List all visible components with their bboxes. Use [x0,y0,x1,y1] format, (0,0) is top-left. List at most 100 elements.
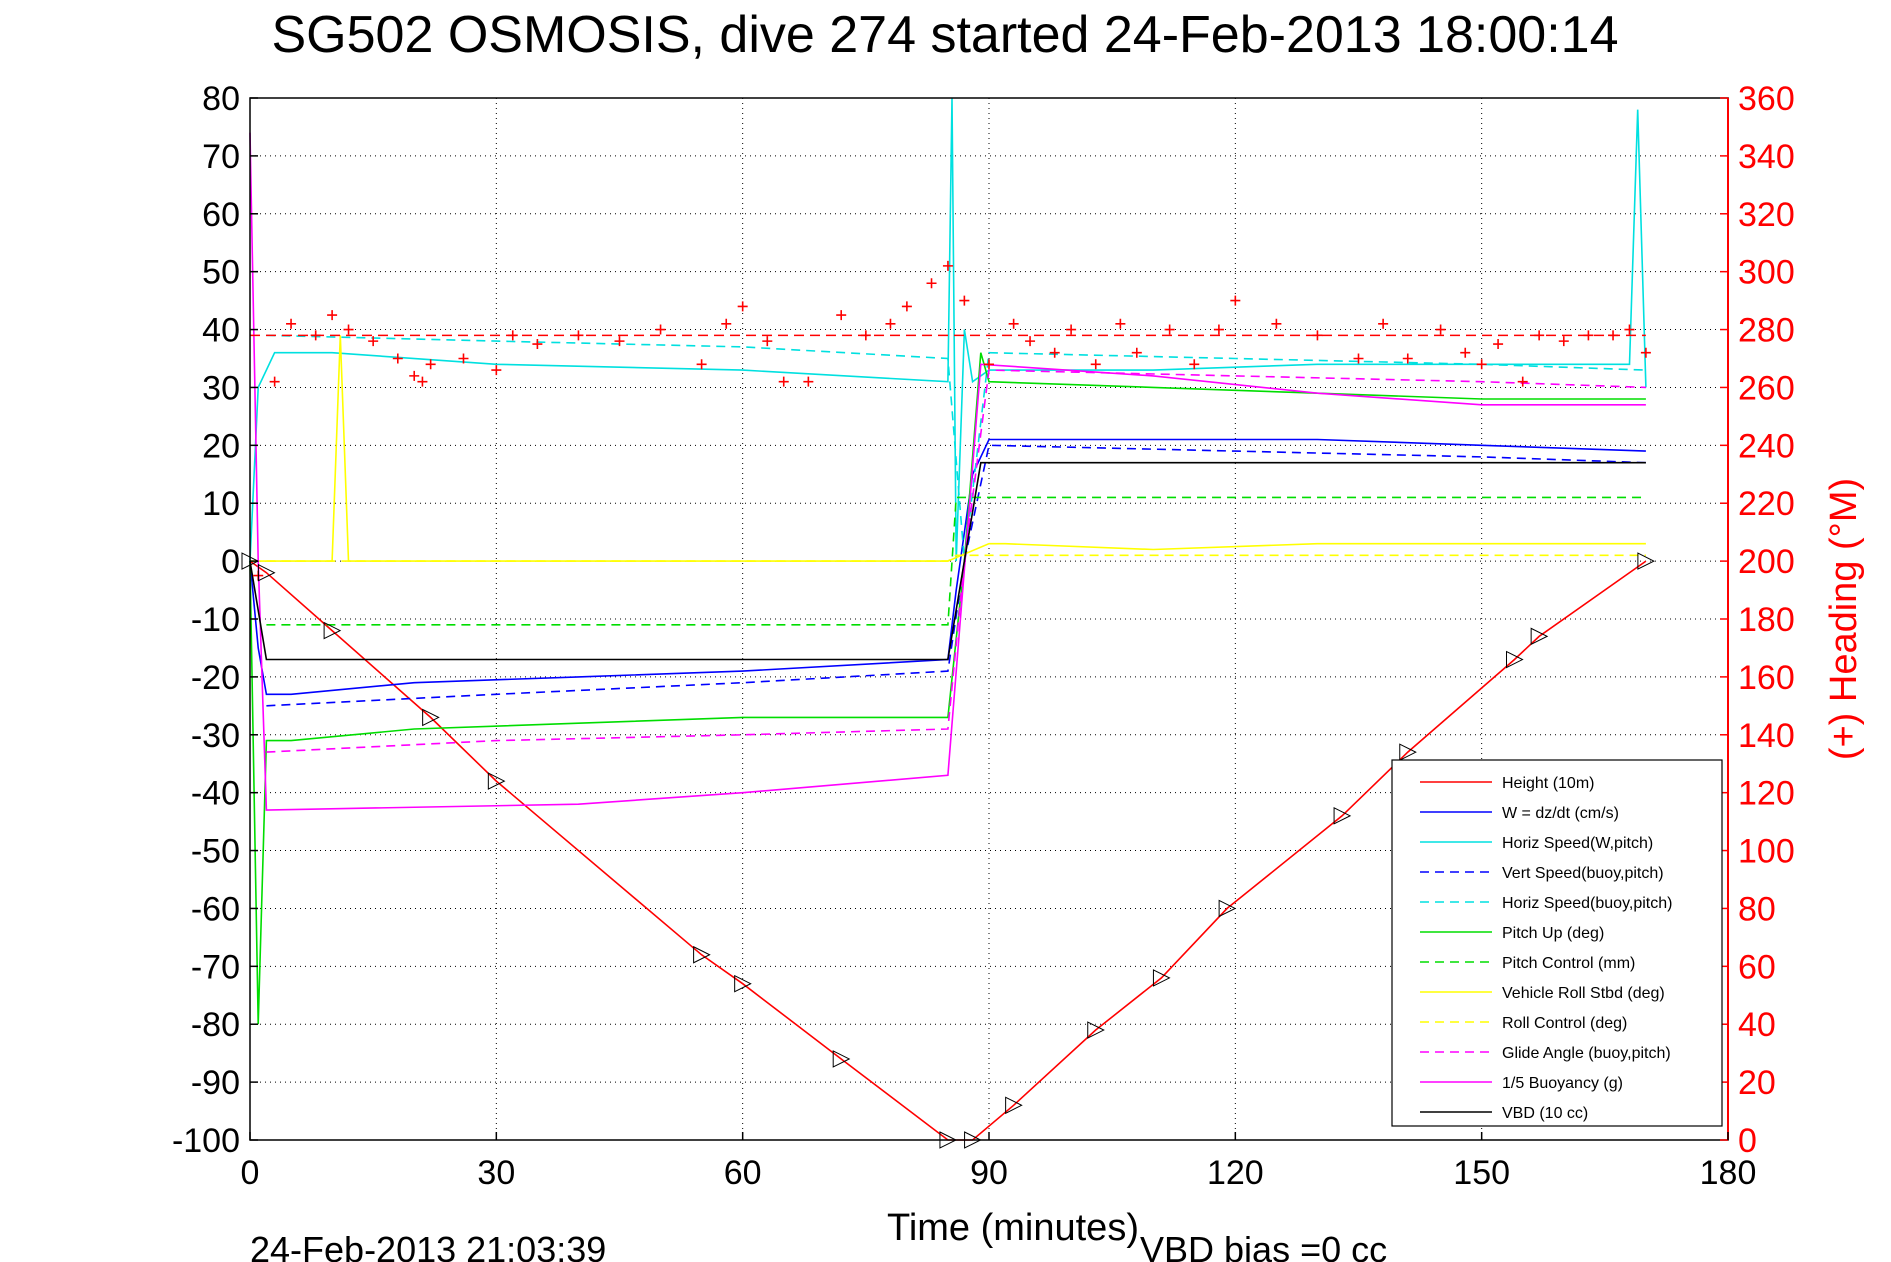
heading-point [327,310,338,321]
tick-label-right: 220 [1738,485,1795,523]
height-marker [1530,627,1549,646]
height-marker [832,1050,851,1068]
heading-point [885,318,896,329]
legend-label: Pitch Up (deg) [1502,925,1604,942]
tick-label-bottom: 30 [477,1154,515,1192]
series-line-11 [249,461,1646,661]
legend-label: 1/5 Buoyancy (g) [1502,1075,1623,1092]
tick-label-bottom: 150 [1453,1154,1510,1192]
series-line-8 [266,554,1646,562]
legend-label: Glide Angle (buoy,pitch) [1502,1045,1671,1062]
legend-label: Vert Speed(buoy,pitch) [1502,865,1664,882]
legend-label: Vehicle Roll Stbd (deg) [1502,985,1665,1002]
height-marker [323,621,342,640]
tick-label-left: -20 [191,659,240,697]
series-line-5 [249,352,1646,1025]
heading-point [959,295,970,306]
heading-point [942,260,953,271]
series-line-3 [266,444,1646,707]
grid-lines [250,98,1728,1140]
tick-label-left: 20 [202,427,240,465]
height-marker [257,563,276,582]
tick-label-right: 0 [1738,1122,1757,1160]
heading-point [491,365,502,376]
heading-layer [250,260,1651,581]
tick-label-left: 30 [202,369,240,407]
heading-point [1460,347,1471,358]
height-marker [487,772,506,790]
tick-label-left: -90 [191,1064,240,1102]
heading-point [614,336,625,347]
tick-label-left: 60 [202,196,240,234]
tick-label-left: -80 [191,1006,240,1044]
tick-label-right: 180 [1738,601,1795,639]
tick-label-right: 260 [1738,369,1795,407]
tick-label-left: 40 [202,312,240,350]
tick-label-left: 80 [202,80,240,118]
tick-label-right: 60 [1738,948,1776,986]
heading-point [1517,376,1528,387]
legend: Height (10m) W = dz/dt (cm/s) Horiz Speed(… [1391,759,1723,1127]
left-axis-ticks: 80 70 60 50 40 30 20 10 0 -10 -20 -30 -40 -50 -60 -70 -8… [172,80,258,1160]
heading-point [1049,347,1060,358]
heading-point [1435,324,1446,335]
tick-label-bottom: 120 [1207,1154,1264,1192]
tick-label-left: 10 [202,485,240,523]
height-marker [734,974,752,993]
tick-label-bottom: 0 [241,1154,260,1192]
height-marker [1218,899,1237,918]
tick-label-right: 20 [1738,1064,1776,1102]
heading-point [310,330,321,341]
legend-label: Horiz Speed(W,pitch) [1502,835,1653,852]
tick-label-left: -60 [191,890,240,928]
tick-label-right: 200 [1738,543,1795,581]
heading-point [1271,318,1282,329]
tick-label-left: -70 [191,948,240,986]
tick-label-left: -100 [172,1122,240,1160]
bottom-axis-ticks: 0 30 60 90 120 150 180 [241,1132,1757,1192]
heading-point [1402,353,1413,364]
heading-point [803,376,814,387]
heading-point [1493,339,1504,350]
heading-point [507,330,518,341]
tick-label-right: 80 [1738,890,1776,928]
heading-point [392,353,403,364]
series-line-2 [249,97,1647,562]
tick-label-bottom: 180 [1700,1154,1757,1192]
tick-label-right: 320 [1738,196,1795,234]
tick-label-bottom: 60 [724,1154,762,1192]
heading-point [458,353,469,364]
height-marker [422,708,440,727]
tick-label-right: 300 [1738,254,1795,292]
heading-point [778,376,789,387]
legend-label: Horiz Speed(buoy,pitch) [1502,895,1672,912]
heading-point [762,336,773,347]
tick-label-right: 40 [1738,1006,1776,1044]
heading-point [655,324,666,335]
heading-point [836,310,847,321]
heading-point [1066,324,1077,335]
tick-label-right: 240 [1738,427,1795,465]
legend-label: Pitch Control (mm) [1502,955,1635,972]
heading-point [417,376,428,387]
heading-point [269,376,280,387]
height-marker [693,945,711,964]
tick-label-right: 100 [1738,833,1795,871]
tick-label-left: -30 [191,717,240,755]
chart-title: SG502 OSMOSIS, dive 274 started 24-Feb-2… [271,6,1618,64]
tick-label-right: 120 [1738,775,1795,813]
heading-point [901,301,912,312]
heading-point [1608,330,1619,341]
heading-point [1640,347,1651,358]
tick-label-left: 0 [221,543,240,581]
heading-point [1534,330,1545,341]
heading-point [1189,359,1200,370]
heading-point [1624,324,1635,335]
heading-point [737,301,748,312]
series-line-10 [249,132,1646,811]
legend-box [1391,759,1723,1127]
heading-point [1558,336,1569,347]
heading-point [368,336,379,347]
tick-label-bottom: 90 [970,1154,1008,1192]
